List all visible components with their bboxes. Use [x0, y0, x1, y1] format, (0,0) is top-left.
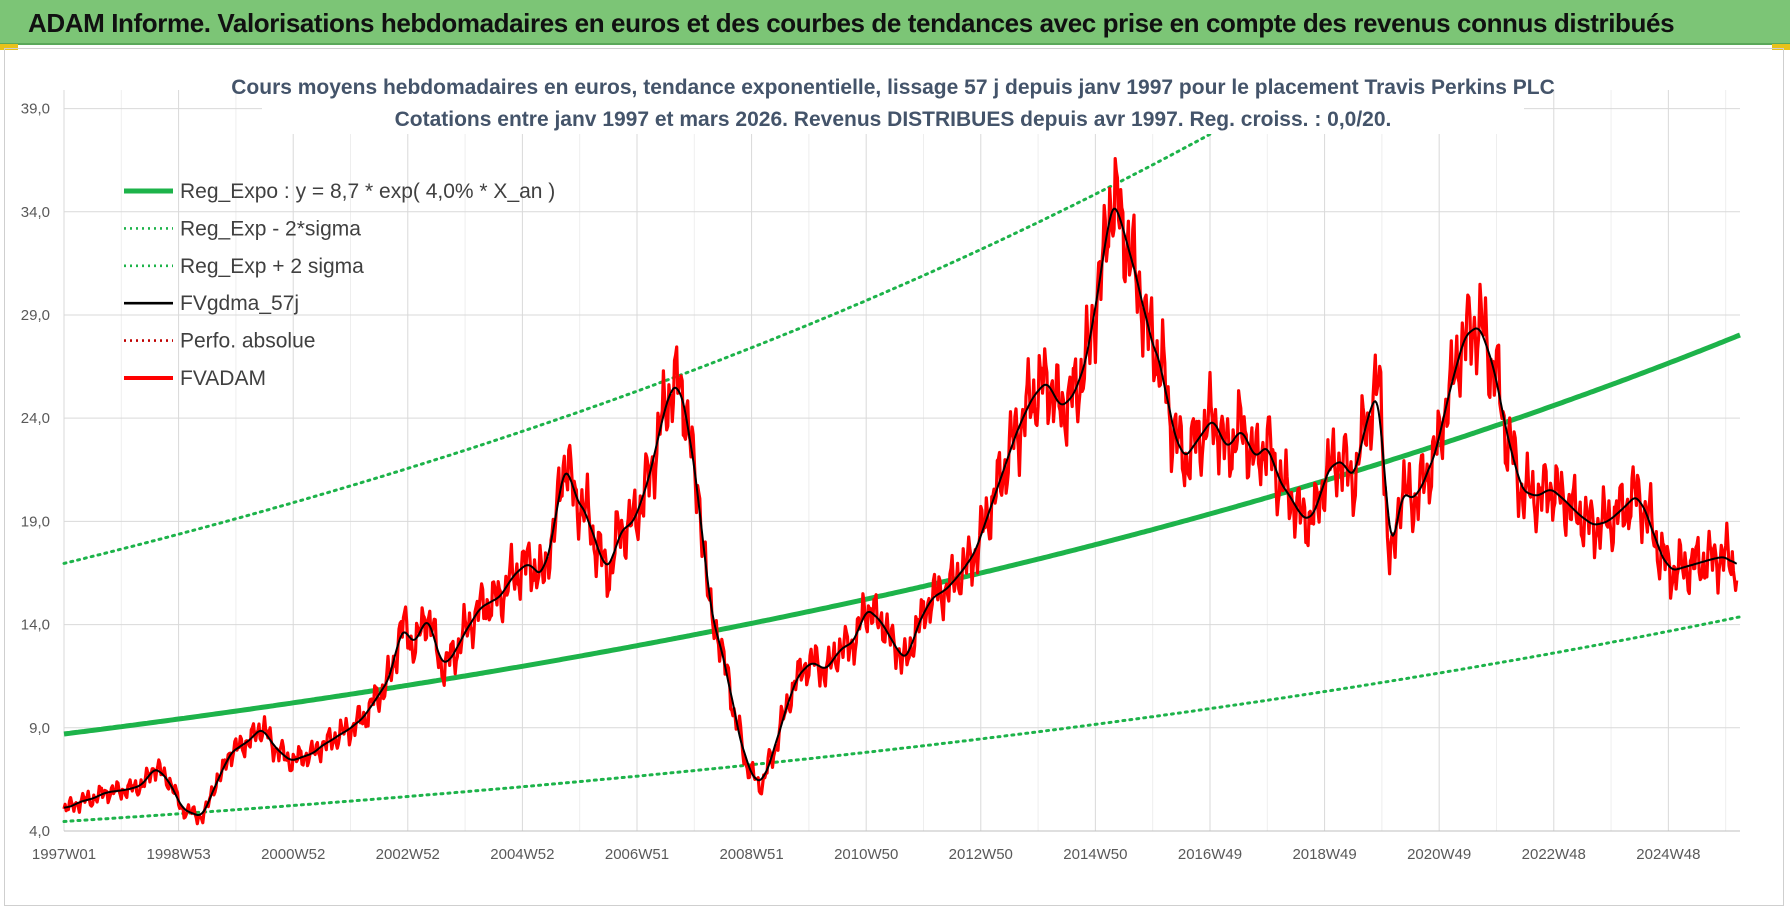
- x-tick-label: 2014W50: [1063, 846, 1127, 863]
- legend-label: Reg_Exp + 2 sigma: [180, 255, 364, 278]
- fvadam-line: [62, 157, 1739, 826]
- x-tick-label: 2008W51: [719, 846, 783, 863]
- x-tick-label: 2016W49: [1178, 846, 1242, 863]
- legend-label: FVADAM: [180, 367, 266, 390]
- x-tick-label: 2000W52: [261, 846, 325, 863]
- reg-upper-line: [62, 89, 1289, 565]
- legend-label: Reg_Exp - 2*sigma: [180, 217, 361, 240]
- x-tick-label: 2010W50: [834, 846, 898, 863]
- y-tick-label: 9,0: [29, 720, 50, 737]
- corner-mark-left: [0, 44, 18, 50]
- reg-lower-line: [62, 615, 1742, 823]
- x-tick-label: 2002W52: [376, 846, 440, 863]
- y-tick-label: 34,0: [21, 204, 50, 221]
- x-tick-label: 2020W49: [1407, 846, 1471, 863]
- legend: Reg_Expo : y = 8,7 * exp( 4,0% * X_an ) R…: [124, 180, 555, 390]
- x-tick-label: 1997W01: [32, 846, 96, 863]
- y-tick-label: 24,0: [21, 410, 50, 427]
- x-tick-label: 2006W51: [605, 846, 669, 863]
- chart-title: Cours moyens hebdomadaires en euros, ten…: [231, 76, 1554, 99]
- chart-frame: [4, 48, 1784, 906]
- legend-label: Reg_Expo : y = 8,7 * exp( 4,0% * X_an ): [180, 180, 555, 203]
- header-banner: ADAM Informe. Valorisations hebdomadaire…: [0, 0, 1790, 45]
- title-background: [262, 68, 1524, 134]
- fvgdma-line: [63, 207, 1738, 816]
- legend-label: FVgdma_57j: [180, 292, 299, 315]
- chart-title-block: Cours moyens hebdomadaires en euros, ten…: [231, 68, 1555, 134]
- y-tick-label: 29,0: [21, 307, 50, 324]
- reg-expo-line: [63, 332, 1741, 737]
- chart-subtitle: Cotations entre janv 1997 et mars 2026. …: [395, 108, 1392, 131]
- y-tick-label: 19,0: [21, 513, 50, 530]
- x-tick-label: 1998W53: [146, 846, 210, 863]
- corner-mark-right: [1772, 44, 1790, 50]
- legend-label: Perfo. absolue: [180, 330, 315, 353]
- axes: 1997W01 1998W53 2000W52 2002W52 2004W52 2006W…: [21, 101, 1740, 863]
- x-tick-label: 2012W50: [949, 846, 1013, 863]
- series-layer: [62, 89, 1742, 826]
- y-tick-label: 4,0: [29, 823, 50, 840]
- x-tick-label: 2018W49: [1292, 846, 1356, 863]
- x-tick-label: 2024W48: [1636, 846, 1700, 863]
- page-title: ADAM Informe. Valorisations hebdomadaire…: [28, 8, 1675, 38]
- y-tick-label: 39,0: [21, 101, 50, 118]
- y-tick-label: 14,0: [21, 617, 50, 634]
- x-tick-label: 2022W48: [1522, 846, 1586, 863]
- x-tick-label: 2004W52: [490, 846, 554, 863]
